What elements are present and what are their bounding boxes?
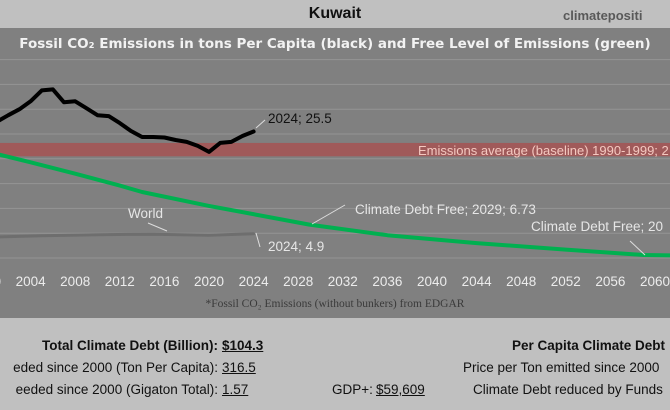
x-tick-label: 2040	[417, 274, 447, 289]
per-capita-debt-label: Per Capita Climate Debt	[512, 338, 666, 353]
free-level-line	[0, 152, 670, 258]
baseline-band	[0, 142, 670, 157]
debt-free-2-label: Climate Debt Free; 20	[531, 219, 663, 234]
chart-footnote: *Fossil CO₂ Emissions (without bunkers) …	[206, 298, 465, 310]
world-leader	[147, 222, 168, 232]
world-end-leader	[255, 232, 261, 248]
x-tick-label: 2036	[372, 274, 402, 289]
x-tick-label: 2052	[551, 274, 581, 289]
world-line	[0, 232, 256, 239]
baseline-label: Emissions average (baseline) 1990-1999; …	[418, 143, 669, 158]
x-tick-label: 2012	[105, 274, 135, 289]
x-tick-label: 2004	[16, 274, 47, 289]
x-tick-label: 2056	[595, 274, 625, 289]
stats-panel: Total Climate Debt (Billion): $104.3 Per…	[0, 318, 670, 410]
x-tick-label: 2016	[149, 274, 179, 289]
emissions-chart: 2000 2004 2008 2012 2016 2020 2024 2028 2032 2036…	[0, 28, 670, 318]
emissions-line	[0, 87, 256, 154]
country-title: Kuwait	[308, 5, 362, 22]
exceeded-total-label: eeded since 2000 (Gigaton Total):	[15, 382, 218, 397]
price-per-ton-label: Price per Ton emitted since 2000	[463, 360, 660, 375]
x-tick-label: 2060	[640, 274, 670, 289]
debt-free-1-label: Climate Debt Free; 2029; 6.73	[355, 202, 536, 217]
x-tick-label: 2032	[328, 274, 358, 289]
world-label: World	[128, 206, 163, 221]
debt-free-1-leader	[311, 204, 346, 225]
x-tick-label: 2024	[239, 274, 270, 289]
x-tick-label: 2000	[0, 274, 1, 289]
reduced-by-funds-label: Climate Debt reduced by Funds	[473, 382, 663, 397]
plot-background	[0, 28, 670, 318]
x-tick-label: 2048	[506, 274, 536, 289]
x-tick-label: 2020	[194, 274, 224, 289]
chart-title: Fossil CO₂ Emissions in tons Per Capita …	[19, 36, 650, 52]
world-end-label: 2024; 4.9	[268, 239, 324, 254]
debt-free-2-leader	[629, 240, 646, 256]
x-tick-label: 2028	[283, 274, 313, 289]
x-tick-label: 2044	[462, 274, 493, 289]
exceeded-total-value: 1.57	[222, 382, 249, 397]
emissions-end-label: 2024; 25.5	[268, 111, 332, 126]
x-tick-label: 2008	[60, 274, 90, 289]
header-bar: Kuwait climatepositi	[0, 0, 670, 28]
emissions-end-leader	[255, 119, 266, 129]
total-debt-value: $104.3	[222, 338, 264, 353]
gdp-label: GDP+:	[332, 382, 373, 397]
total-debt-label: Total Climate Debt (Billion):	[42, 338, 218, 353]
brand-text: climatepositi	[563, 8, 643, 23]
exceeded-capita-value: 316.5	[222, 360, 256, 375]
gdp-value: $59,609	[376, 382, 425, 397]
exceeded-capita-label: eded since 2000 (Ton Per Capita):	[13, 360, 218, 375]
